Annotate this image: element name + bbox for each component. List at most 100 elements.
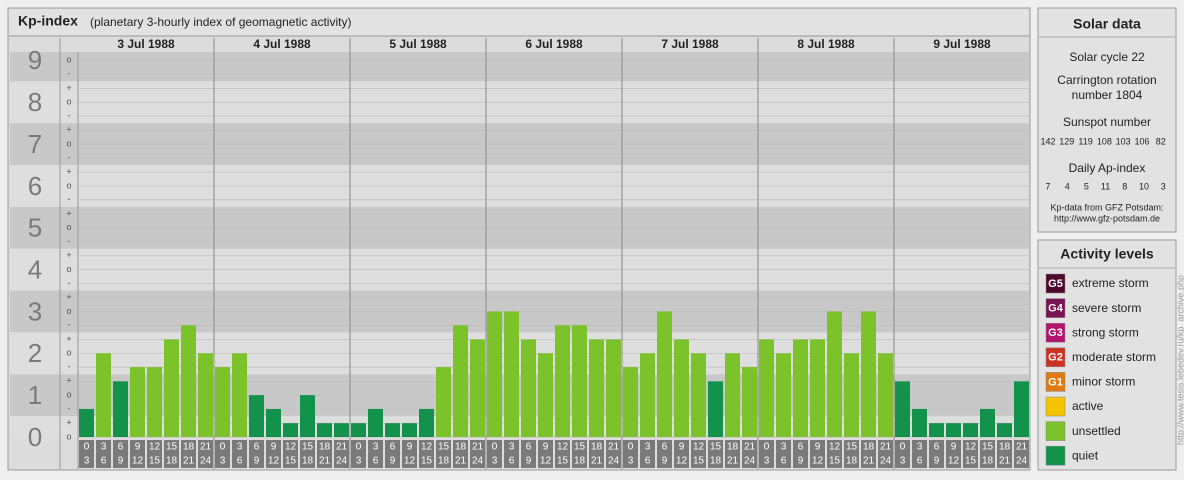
- carrington: number 1804: [1072, 88, 1143, 102]
- date-label: 6 Jul 1988: [525, 37, 583, 51]
- bar: [470, 339, 485, 437]
- hour-label: 3: [917, 442, 923, 453]
- bar: [640, 353, 655, 437]
- bar: [606, 339, 621, 437]
- hour-label: 0: [84, 442, 90, 453]
- bar: [385, 423, 400, 437]
- sunspot-value: 108: [1097, 136, 1112, 146]
- hour-label: 15: [149, 456, 161, 467]
- y-tick-label: 2: [28, 338, 42, 368]
- bar: [810, 339, 825, 437]
- bar: [929, 423, 944, 437]
- hour-label: 12: [268, 456, 280, 467]
- hour-label: 21: [200, 442, 212, 453]
- bar: [623, 367, 638, 437]
- hour-box: [589, 440, 604, 468]
- hour-label: 18: [710, 456, 722, 467]
- y-tick-label: 5: [28, 213, 42, 243]
- hour-label: 24: [472, 456, 484, 467]
- hour-label: 12: [132, 456, 144, 467]
- hour-label: 6: [917, 456, 923, 467]
- hour-label: 9: [934, 456, 940, 467]
- hour-box: [215, 440, 230, 468]
- bar: [742, 367, 757, 437]
- date-label: 3 Jul 1988: [117, 37, 175, 51]
- hour-box: [844, 440, 859, 468]
- hour-label: 15: [574, 442, 586, 453]
- header-bar: [9, 9, 1029, 36]
- minor-tick-label: -: [68, 69, 71, 79]
- bar: [759, 339, 774, 437]
- hour-box: [861, 440, 876, 468]
- minor-tick-label: -: [68, 236, 71, 246]
- y-tick-label: 1: [28, 380, 42, 410]
- bar: [453, 325, 468, 437]
- hour-label: 12: [285, 442, 297, 453]
- bar: [487, 311, 502, 437]
- bar: [997, 423, 1012, 437]
- minor-tick-label: o: [66, 306, 71, 316]
- hour-label: 15: [710, 442, 722, 453]
- source-url: http://www.gfz-potsdam.de: [1054, 213, 1160, 223]
- hour-label: 3: [492, 456, 498, 467]
- hour-label: 21: [319, 456, 331, 467]
- legend-badge: G2: [1048, 352, 1063, 364]
- sunspot-value: 82: [1156, 136, 1166, 146]
- legend-swatch: [1045, 298, 1066, 318]
- hour-box: [963, 440, 978, 468]
- legend-label: active: [1072, 399, 1104, 413]
- chart-subtitle: (planetary 3-hourly index of geomagnetic…: [90, 15, 351, 29]
- hour-box: [776, 440, 791, 468]
- y-tick-label: 7: [28, 129, 42, 159]
- bar: [555, 325, 570, 437]
- hour-label: 18: [319, 442, 331, 453]
- hour-box: [827, 440, 842, 468]
- hour-label: 9: [271, 442, 277, 453]
- hour-box: [334, 440, 349, 468]
- hour-label: 0: [220, 442, 226, 453]
- sunspot-label: Sunspot number: [1063, 115, 1151, 129]
- hour-label: 21: [999, 456, 1011, 467]
- hour-label: 15: [166, 442, 178, 453]
- hour-label: 21: [744, 442, 756, 453]
- hour-box: [708, 440, 723, 468]
- hour-label: 15: [982, 442, 994, 453]
- hour-label: 18: [999, 442, 1011, 453]
- legend-label: strong storm: [1072, 325, 1139, 339]
- hour-box: [487, 440, 502, 468]
- legend-label: unsettled: [1072, 424, 1121, 438]
- legend-swatch: [1045, 347, 1066, 368]
- bar: [844, 353, 859, 437]
- bar: [334, 423, 349, 437]
- bar: [215, 367, 230, 437]
- hour-box: [351, 440, 366, 468]
- bar: [691, 353, 706, 437]
- minor-tick-label: o: [66, 431, 71, 441]
- ap-value: 7: [1045, 181, 1050, 191]
- hour-label: 9: [815, 442, 821, 453]
- bar: [317, 423, 332, 437]
- minor-tick-label: o: [66, 97, 71, 107]
- solar-cycle: Solar cycle 22: [1069, 50, 1145, 64]
- hour-box: [742, 440, 757, 468]
- hour-label: 24: [200, 456, 212, 467]
- hour-box: [96, 440, 111, 468]
- hour-box: [385, 440, 400, 468]
- hour-label: 18: [846, 456, 858, 467]
- hour-label: 12: [540, 456, 552, 467]
- hour-box: [572, 440, 587, 468]
- legend-swatch: [1045, 273, 1066, 294]
- hour-box: [504, 440, 519, 468]
- legend-label: severe storm: [1072, 301, 1141, 315]
- hour-label: 6: [237, 456, 243, 467]
- hour-box: [1014, 440, 1029, 468]
- hour-label: 6: [798, 442, 804, 453]
- hour-label: 15: [285, 456, 297, 467]
- hour-label: 0: [764, 442, 770, 453]
- hour-label: 24: [880, 456, 892, 467]
- legend-badge: G4: [1048, 303, 1064, 315]
- hour-label: 3: [373, 442, 379, 453]
- date-row: [61, 37, 1029, 52]
